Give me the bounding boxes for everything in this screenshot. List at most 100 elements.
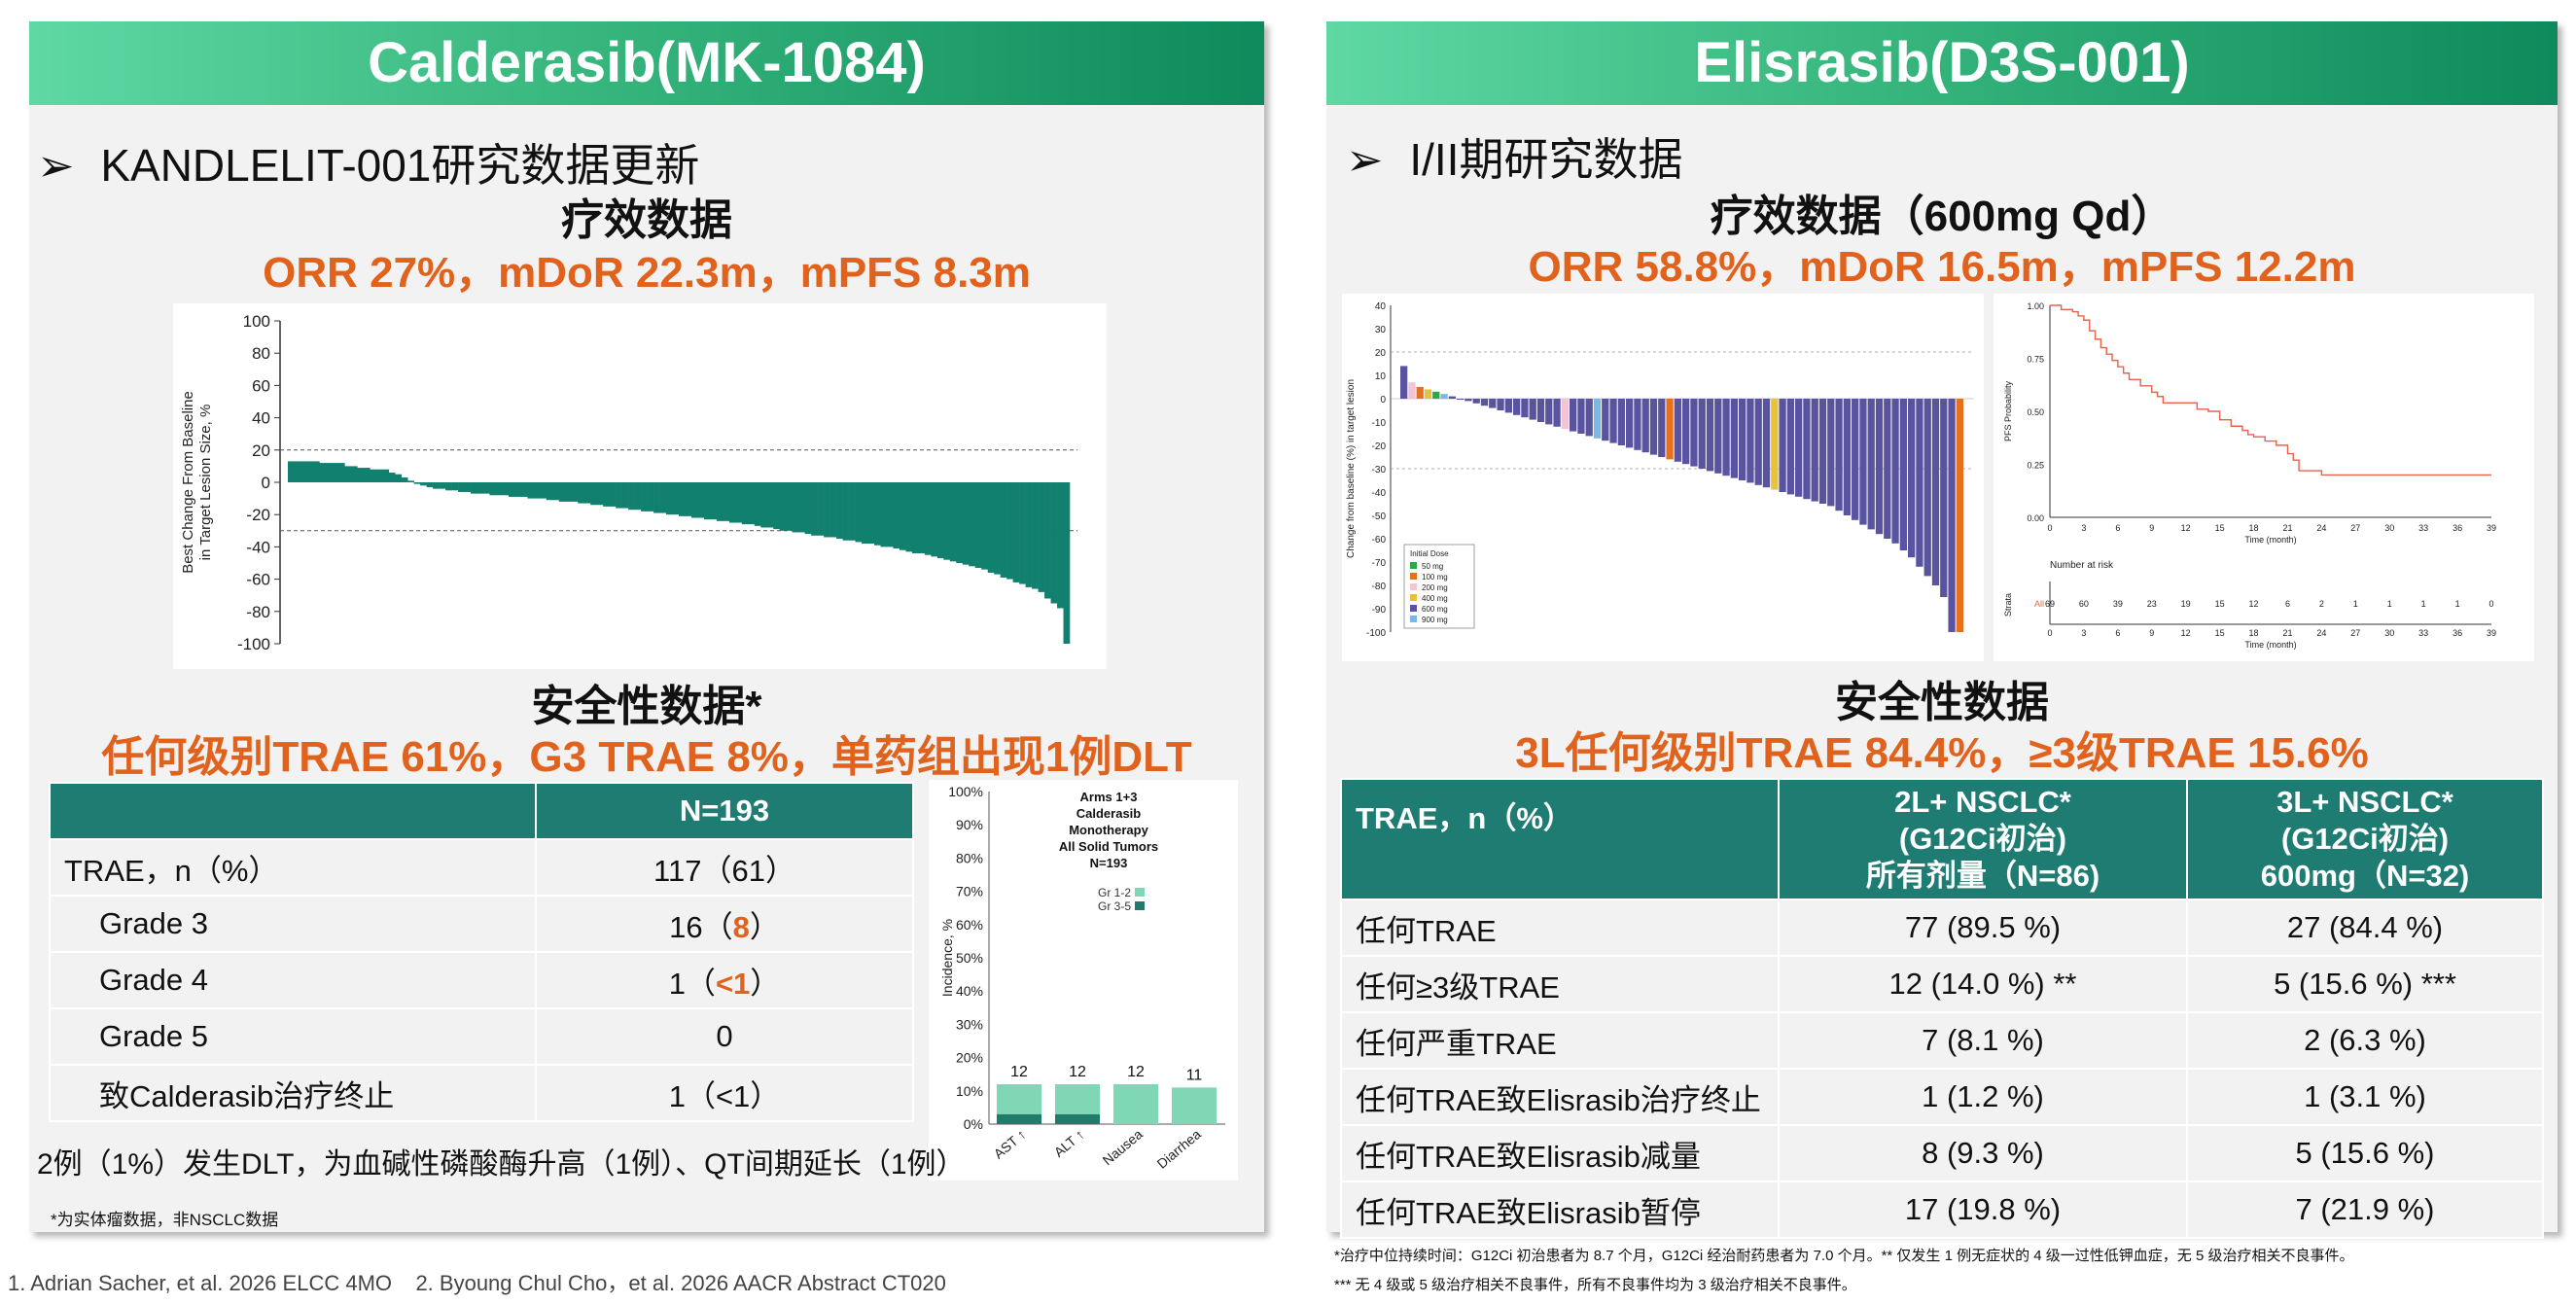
y-axis-label: Change from baseline (%) in target lesio… [1346, 379, 1357, 558]
waterfall-bar [502, 482, 510, 496]
waterfall-bar [936, 482, 944, 559]
waterfall-bar [1480, 399, 1489, 406]
waterfall-bar [1602, 399, 1609, 441]
waterfall-bar [546, 482, 553, 501]
waterfall-bar [395, 474, 403, 482]
x-tick-label: 3 [2081, 523, 2086, 533]
waterfall-bar [445, 482, 452, 491]
y-tick-label: 0.50 [2027, 407, 2044, 417]
waterfall-bar [1634, 399, 1641, 450]
efficacy-result: ORR 27%，mDoR 22.3m，mPFS 8.3m [263, 249, 1031, 297]
x-tick-label: 6 [2115, 523, 2120, 533]
risk-value: 19 [2181, 599, 2191, 609]
elisrasib-banner: Elisrasib(D3S-001) [1326, 21, 2558, 105]
waterfall-bar [1617, 399, 1625, 445]
elisrasib-waterfall-svg: 40 30 20 10 0 -10 -20 -30 -40 -50 -60 -70 -80 -90 -100… [1346, 301, 1974, 639]
y-tick-label: 20 [252, 441, 270, 460]
waterfall-bar [1497, 399, 1504, 410]
waterfall-bar [824, 482, 830, 538]
waterfall-bar [792, 482, 799, 533]
waterfall-bar [1440, 394, 1448, 399]
y-tick-label: 100% [948, 784, 983, 799]
y-tick-label: 90% [956, 817, 983, 832]
header-cell-trae: TRAE，n（%） [1340, 778, 1780, 900]
waterfall-bar [1916, 399, 1923, 567]
waterfall-bar [728, 482, 736, 523]
waterfall-bar [924, 482, 932, 555]
y-tick-label: -10 [1372, 418, 1387, 429]
y-tick-label: 60 [252, 376, 270, 395]
risk-value: 2 [2319, 599, 2324, 609]
elisrasib-waterfall-chart: 40 30 20 10 0 -10 -20 -30 -40 -50 -60 -70 -80 -90 -100… [1342, 294, 1984, 661]
waterfall-bar [779, 482, 787, 531]
waterfall-bar [1899, 399, 1907, 550]
waterfall-bar [1762, 399, 1771, 488]
waterfall-bar [1432, 391, 1440, 399]
risk-x-tick-label: 9 [2149, 628, 2154, 638]
row-label: 任何TRAE致Elisrasib暂停 [1340, 1181, 1780, 1239]
y-tick-label: 80% [956, 850, 983, 865]
row-label: 任何TRAE致Elisrasib治疗终止 [1340, 1068, 1780, 1126]
waterfall-bar [1626, 399, 1634, 448]
bullet-text: KANDLELIT-001研究数据更新 [100, 140, 700, 191]
row-value: 117（61） [535, 838, 914, 897]
waterfall-bar [1867, 399, 1875, 530]
elisrasib-pfs-svg: 0.000.250.500.751.000 3 6 9 12 15 18 21 24 27 30 33… [2003, 301, 2496, 650]
waterfall-bar [754, 482, 761, 526]
risk-strata-label: Strata [2003, 593, 2013, 617]
elisrasib-panel: Elisrasib(D3S-001) ➢ I/II期研究数据 疗效数据（600m… [1326, 21, 2558, 1239]
waterfall-bar [659, 482, 667, 513]
row-value-3l: 7 (21.9 %) [2186, 1181, 2544, 1239]
row-label: 致Calderasib治疗终止 [49, 1064, 537, 1122]
waterfall-bar [1859, 399, 1867, 525]
waterfall-bar [565, 482, 573, 502]
risk-value: 1 [2353, 599, 2358, 609]
calderasib-banner: Calderasib(MK-1084) [29, 21, 1264, 105]
waterfall-bar [723, 482, 730, 521]
legend-swatch [1410, 583, 1417, 590]
waterfall-bar [464, 482, 472, 492]
y-tick-label: 0.00 [2027, 513, 2044, 523]
table-row: 任何TRAE 77 (89.5 %) 27 (84.4 %) [1340, 899, 2544, 957]
x-tick-label: Nausea [1100, 1126, 1146, 1168]
row-label: 任何TRAE致Elisrasib减量 [1340, 1124, 1780, 1182]
waterfall-bar [337, 463, 345, 482]
y-tick-label: 70% [956, 884, 983, 899]
incidence-bar [1055, 1083, 1100, 1114]
waterfall-bar [1747, 399, 1754, 483]
waterfall-bar [1044, 482, 1051, 599]
incidence-bar [1172, 1087, 1217, 1124]
table-row: 任何TRAE致Elisrasib暂停 17 (19.8 %) 7 (21.9 %) [1340, 1181, 2544, 1239]
x-tick-label: Diarrhea [1154, 1126, 1205, 1172]
waterfall-bar [1698, 399, 1706, 469]
y-tick-label: 40 [1375, 301, 1387, 312]
x-tick-label: 30 [2384, 523, 2394, 533]
waterfall-bar [319, 463, 327, 482]
waterfall-bar [949, 482, 957, 562]
y-tick-label: -80 [246, 603, 270, 621]
elisrasib-bullet: ➢ I/II期研究数据 [1346, 124, 1682, 189]
value-highlight: <1 [715, 966, 751, 1001]
risk-x-tick-label: 30 [2384, 628, 2394, 638]
pfs-curve [2050, 304, 2491, 476]
waterfall-bar [590, 482, 598, 506]
waterfall-bar [1956, 399, 1963, 632]
waterfall-bar [439, 482, 446, 489]
row-value-2l: 17 (19.8 %) [1778, 1181, 2188, 1239]
row-label: 任何严重TRAE [1340, 1011, 1780, 1070]
waterfall-bar [578, 482, 585, 504]
row-value-2l: 7 (8.1 %) [1778, 1011, 2188, 1070]
waterfall-bar [1416, 387, 1424, 399]
waterfall-bar [1400, 366, 1408, 399]
incidence-bar [1113, 1083, 1158, 1124]
y-tick-label: -20 [246, 506, 270, 524]
row-label: Grade 4 [49, 951, 537, 1009]
risk-x-tick-label: 0 [2047, 628, 2052, 638]
y-tick-label: 100 [243, 312, 270, 331]
waterfall-bar [893, 482, 900, 549]
waterfall-bar [899, 482, 906, 550]
table-row: 任何TRAE致Elisrasib减量 8 (9.3 %) 5 (15.6 %) [1340, 1124, 2544, 1182]
y-tick-label: 0.25 [2027, 461, 2044, 471]
row-value: 1（<1） [535, 951, 914, 1009]
value-highlight: 8 [732, 909, 750, 944]
